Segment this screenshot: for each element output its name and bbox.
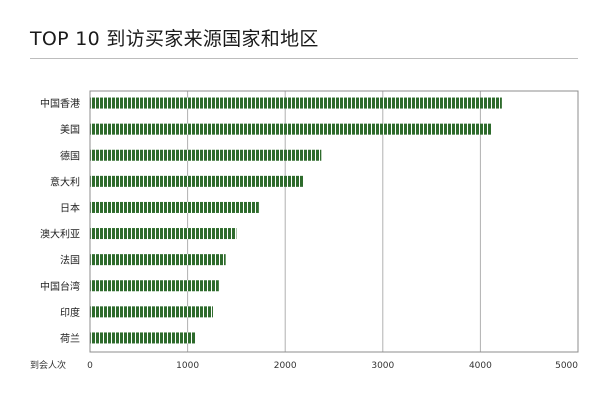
bar xyxy=(90,201,259,213)
bar xyxy=(90,306,213,318)
x-tick-label: 1000 xyxy=(176,361,199,371)
category-label: 荷兰 xyxy=(60,332,80,345)
x-tick-labels: 0 1000 2000 3000 4000 5000 xyxy=(87,361,578,371)
x-tick-label: 0 xyxy=(87,361,93,371)
bars xyxy=(90,97,502,344)
category-label: 中国台湾 xyxy=(40,280,80,293)
x-tick-label: 5000 xyxy=(555,361,578,371)
x-axis-label: 到会人次 xyxy=(30,359,66,371)
category-label: 德国 xyxy=(60,149,80,162)
bar xyxy=(90,332,196,344)
x-tick-label: 4000 xyxy=(469,361,492,371)
category-label: 美国 xyxy=(60,123,80,136)
plot-frame xyxy=(89,90,579,353)
bar xyxy=(90,123,492,135)
bar xyxy=(90,280,219,292)
category-label: 澳大利亚 xyxy=(40,228,80,241)
bar xyxy=(90,228,237,240)
page-title: TOP 10 到访买家来源国家和地区 xyxy=(30,28,319,50)
bar xyxy=(90,175,304,187)
x-tick-label: 2000 xyxy=(274,361,297,371)
bar xyxy=(90,149,322,161)
bar xyxy=(90,97,502,109)
title-divider xyxy=(30,58,578,59)
category-label: 法国 xyxy=(60,254,80,267)
category-label: 意大利 xyxy=(50,175,80,188)
category-label: 印度 xyxy=(60,306,80,319)
category-label: 日本 xyxy=(60,201,80,214)
x-tick-label: 3000 xyxy=(371,361,394,371)
category-label: 中国香港 xyxy=(40,97,80,110)
bar xyxy=(90,254,226,266)
